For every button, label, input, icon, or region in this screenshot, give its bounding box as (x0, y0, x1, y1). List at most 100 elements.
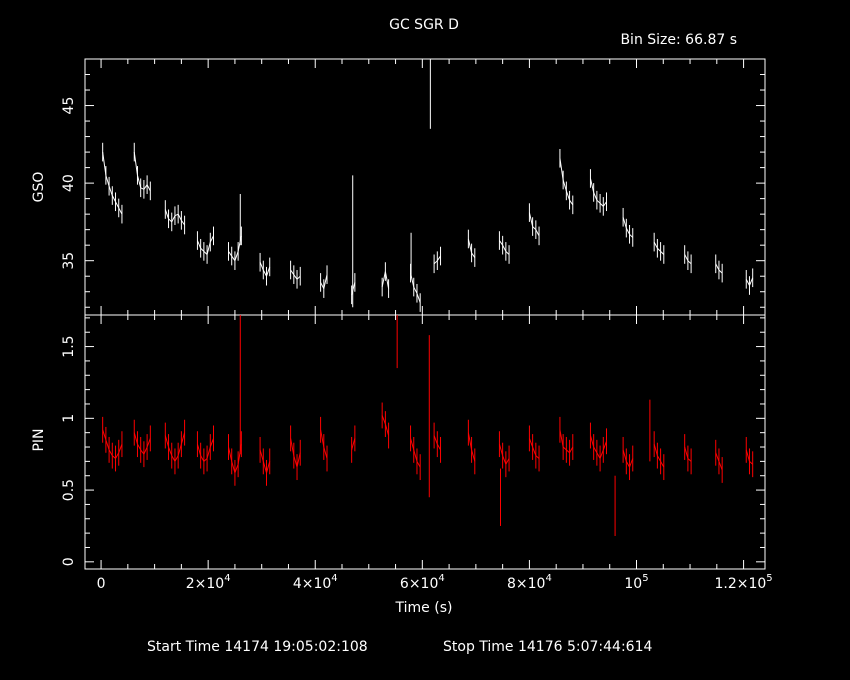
gso-segment (164, 209, 170, 219)
pin-segment (535, 455, 540, 459)
gso-segment (323, 274, 328, 289)
gso-segment (259, 262, 264, 271)
gso-segment (535, 229, 540, 237)
gso-segment (293, 274, 298, 280)
pin-segment (231, 461, 236, 473)
stop-time-label: Stop Time 14176 5:07:44:614 (443, 639, 652, 655)
gso-panel: 35 40 45 (61, 58, 766, 316)
gso-segment (203, 251, 208, 255)
gso-segment (436, 255, 441, 261)
pin-segment (384, 423, 390, 436)
pin-axis-label: PIN (31, 428, 47, 451)
x-tick-label: 8×104 (507, 573, 552, 592)
gso-segment (532, 226, 537, 231)
gso-segment (602, 201, 607, 207)
gso-segment (146, 184, 151, 192)
x-tick-label: 105 (624, 573, 648, 592)
pin-segment (596, 452, 601, 459)
pin-segment (684, 446, 689, 459)
gso-segment (749, 277, 754, 286)
gso-segment (384, 271, 390, 289)
gso-ytick-label: 40 (61, 174, 77, 192)
pin-segment (622, 449, 627, 462)
gso-segment (718, 269, 723, 274)
chart-title: GC SGR D (389, 17, 459, 33)
gso-segment (320, 282, 325, 289)
gso-segment (505, 251, 510, 255)
pin-segment (436, 443, 441, 451)
pin-segment (200, 455, 205, 462)
gso-segment (528, 212, 534, 227)
pin-ytick-label: 1.5 (61, 335, 77, 357)
gso-segment (177, 213, 182, 221)
gso-segment (569, 199, 574, 206)
pin-ytick-label: 0.5 (61, 479, 77, 501)
gso-segment (745, 279, 750, 286)
gso-segment (562, 179, 567, 192)
pin-segment (528, 438, 534, 448)
gso-segment (118, 207, 123, 215)
pin-segment (262, 461, 267, 473)
pin-segment (146, 438, 151, 448)
pin-ytick-label: 0 (61, 557, 77, 566)
gso-segment (102, 152, 107, 176)
pin-segment (118, 443, 123, 453)
gso-segment (206, 241, 211, 255)
gso-segment (296, 275, 301, 280)
pin-segment (209, 438, 214, 448)
pin-segment (320, 429, 325, 448)
pin-segment (115, 452, 120, 459)
gso-ytick-label: 45 (61, 97, 77, 115)
pin-panel: 0 0.5 1 1.5 0 2×104 4×104 6×104 8×104 105 1.2×105 (61, 314, 773, 592)
gso-segment (168, 218, 173, 223)
pin-segment (133, 432, 138, 445)
pin-segment (589, 435, 595, 448)
pin-segment (259, 449, 264, 462)
gso-segment (599, 202, 604, 207)
pin-segment (532, 446, 537, 456)
x-tick-label: 6×104 (400, 573, 445, 592)
pin-segment (562, 446, 567, 451)
gso-segment (174, 213, 179, 217)
gso-segment (228, 251, 233, 257)
gso-segment (660, 251, 665, 255)
pin-segment (559, 429, 564, 448)
bin-size-label: Bin Size: 66.87 s (620, 32, 737, 48)
pin-segment (569, 446, 574, 454)
pin-segment (687, 458, 692, 462)
gso-segment (108, 186, 113, 196)
gso-segment (115, 201, 120, 209)
gso-segment (351, 282, 356, 295)
pin-segment (660, 461, 665, 468)
gso-segment (715, 263, 720, 271)
gso-segment (684, 254, 689, 261)
gso-segment (433, 260, 438, 265)
gso-segment (200, 247, 205, 252)
gso-segment (589, 178, 595, 193)
gso-segment (657, 247, 661, 252)
gso-segment (413, 286, 418, 294)
pin-segment (416, 461, 421, 468)
gso-segment (653, 241, 658, 249)
gso-segment (111, 195, 116, 202)
pin-segment (498, 444, 504, 456)
pin-segment (381, 415, 386, 425)
gso-series (102, 59, 754, 312)
gso-segment (140, 187, 145, 190)
pin-segment (351, 438, 356, 451)
gso-segment (559, 158, 564, 181)
pin-segment (168, 446, 173, 456)
gso-segment (143, 184, 148, 190)
pin-segment (433, 435, 438, 445)
pin-segment (177, 444, 182, 456)
pin-segment (745, 449, 750, 462)
pin-segment (653, 444, 658, 456)
pin-segment (602, 441, 607, 451)
gso-segment (467, 238, 473, 254)
pin-segment (174, 455, 179, 462)
pin-segment (234, 464, 239, 474)
x-tick-label: 4×104 (293, 573, 338, 592)
gso-frame (84, 58, 766, 316)
pin-segment (290, 438, 295, 456)
